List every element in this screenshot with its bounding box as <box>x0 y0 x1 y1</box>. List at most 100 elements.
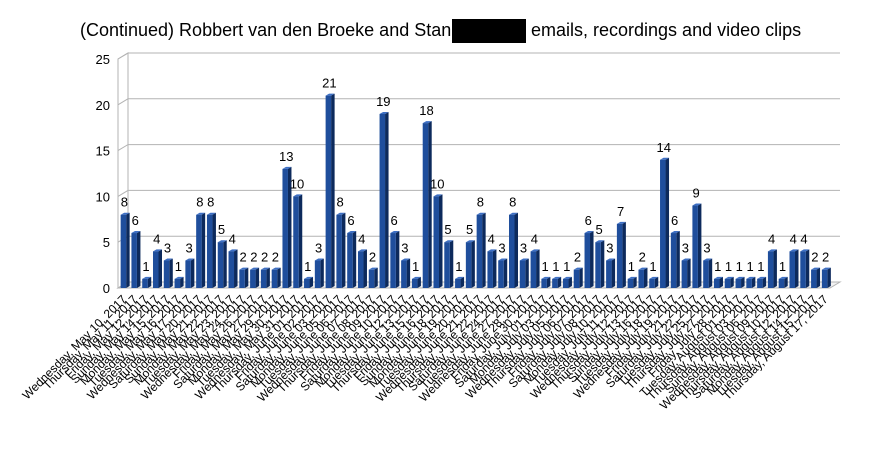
bar <box>660 157 670 288</box>
bar <box>325 93 335 288</box>
bar <box>239 267 249 288</box>
bar <box>606 258 616 288</box>
bar <box>250 267 260 288</box>
value-label: 1 <box>412 259 419 274</box>
value-label: 4 <box>153 231 160 246</box>
value-label: 2 <box>261 250 268 265</box>
value-label: 2 <box>822 250 829 265</box>
value-label: 8 <box>121 195 128 210</box>
value-label: 8 <box>509 195 516 210</box>
value-label: 8 <box>337 195 344 210</box>
bar <box>746 276 756 288</box>
value-label: 1 <box>714 259 721 274</box>
value-label: 5 <box>466 222 473 237</box>
value-label: 1 <box>175 259 182 274</box>
value-label: 2 <box>272 250 279 265</box>
value-label: 1 <box>142 259 149 274</box>
bar <box>757 276 767 288</box>
bar <box>552 276 562 288</box>
value-label: 4 <box>768 231 775 246</box>
bar <box>368 267 378 288</box>
y-tick-label: 0 <box>103 281 110 296</box>
value-label: 5 <box>595 222 602 237</box>
bar <box>724 276 734 288</box>
value-label: 10 <box>290 176 304 191</box>
bar <box>789 249 799 288</box>
bar <box>444 240 454 288</box>
grid-line <box>117 98 840 106</box>
bar <box>627 276 637 288</box>
value-label: 3 <box>606 241 613 256</box>
value-label: 6 <box>132 213 139 228</box>
chart-title: (Continued) Robbert van den Broeke and S… <box>80 20 451 40</box>
bar <box>411 276 421 288</box>
value-label: 7 <box>617 204 624 219</box>
bar <box>153 249 163 288</box>
y-tick-label: 5 <box>103 235 110 250</box>
bar <box>509 212 519 288</box>
value-label: 6 <box>390 213 397 228</box>
bar <box>185 258 195 288</box>
bar <box>120 212 130 288</box>
value-label: 3 <box>682 241 689 256</box>
bar <box>282 166 292 288</box>
bar <box>433 194 443 288</box>
bar <box>595 240 605 288</box>
bar <box>498 258 508 288</box>
value-label: 9 <box>693 186 700 201</box>
bar <box>584 231 594 288</box>
value-label: 2 <box>239 250 246 265</box>
value-label: 1 <box>725 259 732 274</box>
bar <box>541 276 551 288</box>
bar <box>519 258 529 288</box>
bar <box>778 276 788 288</box>
value-label: 2 <box>639 250 646 265</box>
bar <box>174 276 184 288</box>
bar <box>336 212 346 288</box>
value-label: 2 <box>250 250 257 265</box>
value-label: 3 <box>401 241 408 256</box>
redaction <box>452 19 526 43</box>
bar <box>692 203 702 288</box>
bar <box>530 249 540 288</box>
value-label: 10 <box>430 176 444 191</box>
bar <box>616 221 626 288</box>
bar <box>811 267 821 288</box>
value-label: 4 <box>229 231 236 246</box>
bar <box>703 258 713 288</box>
bar <box>735 276 745 288</box>
bar <box>304 276 314 288</box>
value-label: 8 <box>477 195 484 210</box>
value-label: 1 <box>779 259 786 274</box>
y-tick-label: 15 <box>96 144 110 159</box>
y-tick-label: 10 <box>96 189 110 204</box>
value-label: 21 <box>322 76 336 91</box>
value-label: 4 <box>488 231 495 246</box>
value-label: 3 <box>520 241 527 256</box>
bar <box>476 212 486 288</box>
bar <box>455 276 465 288</box>
value-label: 1 <box>552 259 559 274</box>
bar <box>573 267 583 288</box>
value-label: 1 <box>628 259 635 274</box>
bar <box>196 212 206 288</box>
bar <box>562 276 572 288</box>
bar <box>217 240 227 288</box>
value-label: 2 <box>811 250 818 265</box>
bar <box>357 249 367 288</box>
value-label: 1 <box>649 259 656 274</box>
bar <box>670 231 680 288</box>
value-label: 6 <box>671 213 678 228</box>
value-label: 1 <box>736 259 743 274</box>
value-label: 5 <box>444 222 451 237</box>
value-label: 4 <box>531 231 538 246</box>
value-label: 2 <box>574 250 581 265</box>
grid-line <box>117 144 840 152</box>
value-label: 19 <box>376 94 390 109</box>
value-label: 1 <box>757 259 764 274</box>
value-label: 3 <box>164 241 171 256</box>
bar <box>681 258 691 288</box>
value-label: 18 <box>419 103 433 118</box>
bar <box>713 276 723 288</box>
